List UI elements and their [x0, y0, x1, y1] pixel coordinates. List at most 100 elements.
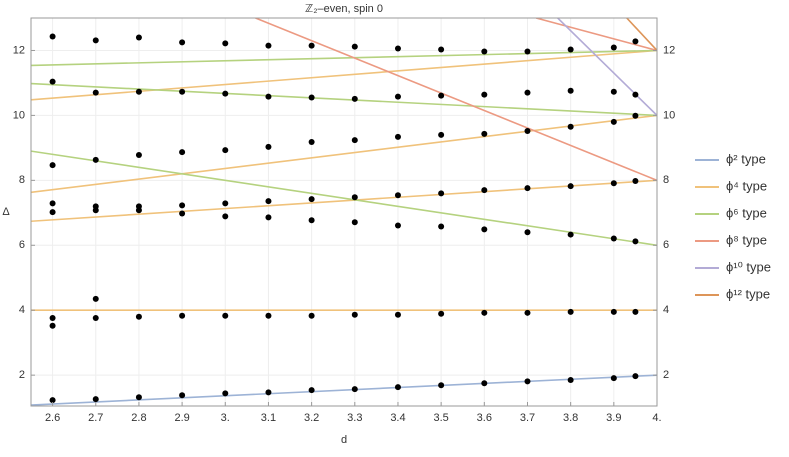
data-point — [135, 88, 142, 95]
data-point — [92, 37, 99, 44]
data-point — [351, 43, 358, 50]
data-point — [179, 312, 186, 319]
data-point — [351, 311, 358, 318]
data-point — [438, 131, 445, 138]
series-line — [31, 82, 657, 117]
data-point — [92, 89, 99, 96]
data-point — [49, 315, 56, 322]
y-tick-label: 12 — [13, 44, 25, 56]
data-point — [92, 156, 99, 163]
data-point — [351, 194, 358, 201]
series-line — [557, 18, 657, 116]
data-point — [135, 394, 142, 401]
data-point — [481, 130, 488, 137]
data-point — [524, 229, 531, 236]
x-tick-label: 3.6 — [477, 412, 492, 424]
y2-tick-label: 2 — [663, 369, 669, 381]
y-tick-label: 6 — [19, 239, 25, 251]
x-axis-label: d — [341, 434, 347, 446]
data-point — [567, 308, 574, 315]
data-point — [524, 309, 531, 316]
data-point — [222, 147, 229, 154]
legend-label: ϕ¹² type — [726, 286, 770, 301]
data-point — [308, 94, 315, 101]
data-point — [481, 226, 488, 233]
data-point — [438, 46, 445, 53]
data-point — [394, 222, 401, 229]
data-point — [438, 92, 445, 99]
data-point — [481, 48, 488, 55]
data-point — [179, 202, 186, 209]
data-point — [632, 308, 639, 315]
data-point — [524, 185, 531, 192]
x-tick-label: 3.7 — [520, 412, 535, 424]
data-point — [92, 203, 99, 210]
data-point — [179, 210, 186, 217]
data-point — [179, 392, 186, 399]
data-point — [438, 382, 445, 389]
data-point — [49, 397, 56, 404]
series-line — [31, 114, 657, 194]
data-point — [438, 310, 445, 317]
data-point — [524, 127, 531, 134]
data-point — [265, 42, 272, 49]
data-point — [222, 312, 229, 319]
data-point — [610, 235, 617, 242]
data-point — [438, 190, 445, 197]
data-point — [394, 133, 401, 140]
data-point — [49, 322, 56, 329]
data-point — [179, 88, 186, 95]
data-point — [308, 312, 315, 319]
y2-tick-label: 12 — [663, 44, 675, 56]
y-tick-label: 8 — [19, 174, 25, 186]
chart-title: ℤ₂–even, spin 0 — [305, 3, 383, 15]
y2-tick-label: 8 — [663, 174, 669, 186]
legend-label: ϕ⁴ type — [726, 178, 767, 193]
data-point — [135, 313, 142, 320]
data-point — [308, 217, 315, 224]
grid — [31, 18, 658, 406]
x-tick-label: 3.5 — [433, 412, 448, 424]
series-line — [31, 150, 657, 247]
data-point — [567, 183, 574, 190]
data-point — [610, 308, 617, 315]
data-point — [632, 238, 639, 245]
lines — [31, 18, 657, 406]
data-point — [394, 45, 401, 52]
data-point — [481, 91, 488, 98]
legend-label: ϕ⁸ type — [726, 232, 767, 247]
data-point — [351, 95, 358, 102]
data-point — [222, 213, 229, 220]
series-line — [626, 18, 657, 52]
data-point — [524, 378, 531, 385]
x-tick-label: 3.1 — [261, 412, 276, 424]
series-line — [31, 49, 657, 67]
x-tick-label: 2.6 — [45, 412, 60, 424]
data-point — [49, 78, 56, 85]
x-tick-label: 3.8 — [563, 412, 578, 424]
data-point — [567, 46, 574, 53]
data-point — [222, 90, 229, 97]
data-point — [92, 295, 99, 302]
data-point — [567, 87, 574, 94]
data-point — [92, 315, 99, 322]
x-tick-label: 4. — [652, 412, 661, 424]
legend-label: ϕ² type — [726, 151, 766, 166]
series-line — [31, 374, 657, 406]
data-point — [49, 33, 56, 40]
data-point — [632, 91, 639, 98]
x-tick-label: 3.9 — [606, 412, 621, 424]
series-line — [255, 18, 657, 182]
data-point — [567, 231, 574, 238]
data-point — [265, 389, 272, 396]
axes: 2.6 2.7 2.8 2.9 3. 3.1 3.2 3.3 3.4 3.5 3.6 3.7 3.8 3.… — [13, 44, 676, 424]
data-point — [222, 40, 229, 47]
data-point — [632, 373, 639, 380]
data-point — [135, 203, 142, 210]
data-point — [179, 149, 186, 156]
data-point — [610, 180, 617, 187]
data-point — [481, 380, 488, 387]
y2-tick-label: 4 — [663, 304, 669, 316]
data-point — [610, 44, 617, 51]
data-point — [351, 386, 358, 393]
